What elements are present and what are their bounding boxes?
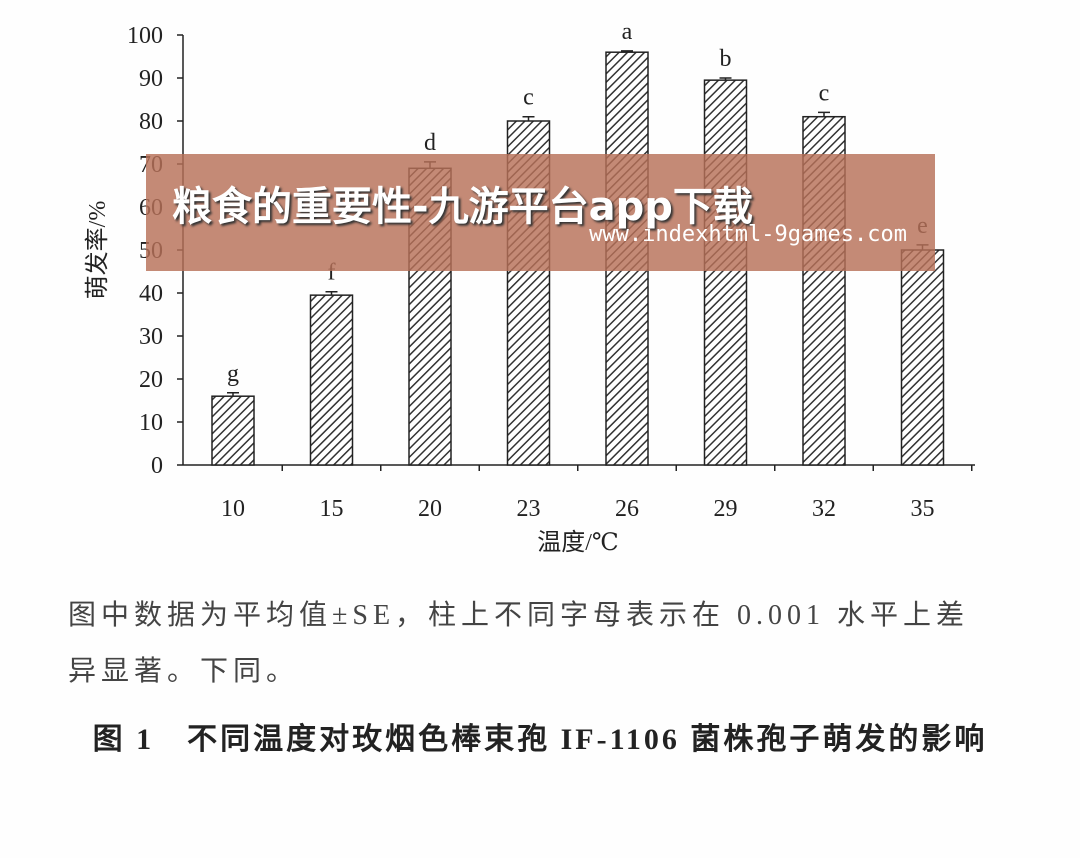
watermark-banner: 粮食的重要性-九游平台app下载 www.indexhtml-9games.co… xyxy=(146,154,935,271)
error-bar xyxy=(227,392,239,397)
y-tick-label: 10 xyxy=(139,410,163,436)
bar xyxy=(703,79,748,466)
x-tick-label: 23 xyxy=(517,496,541,522)
error-bar xyxy=(818,111,830,117)
x-axis-label: 温度/℃ xyxy=(537,529,619,556)
significance-letter: c xyxy=(523,85,534,111)
bar xyxy=(900,249,945,466)
y-tick-label: 40 xyxy=(139,281,163,307)
x-tick-label: 20 xyxy=(418,496,442,522)
y-tick-label: 20 xyxy=(139,367,163,393)
y-axis-label: 萌发率/% xyxy=(84,201,111,300)
y-tick-label: 30 xyxy=(139,324,163,350)
error-bar xyxy=(621,50,633,53)
error-bar xyxy=(522,115,535,121)
significance-letter: f xyxy=(328,260,336,286)
significance-letter: b xyxy=(720,46,732,72)
significance-letter: d xyxy=(424,130,436,156)
y-tick-label: 0 xyxy=(151,453,163,479)
bar xyxy=(211,395,255,466)
x-tick-label: 10 xyxy=(221,496,245,522)
y-tick-label: 100 xyxy=(127,23,163,49)
chart: 萌发率/% 温度/℃ 010203040506070809010010g15f2… xyxy=(84,19,975,556)
significance-letter: a xyxy=(622,19,633,45)
x-tick-label: 35 xyxy=(911,496,935,522)
figure-note: 图中数据为平均值±SE，柱上不同字母表示在 0.001 水平上差异显著。下同。 xyxy=(68,600,970,687)
error-bar xyxy=(719,77,732,81)
x-tick-label: 29 xyxy=(714,496,738,522)
error-bar xyxy=(325,290,338,296)
significance-letter: c xyxy=(819,80,830,106)
significance-letter: g xyxy=(227,361,239,387)
y-tick-label: 90 xyxy=(139,66,163,92)
bar xyxy=(309,294,354,466)
x-tick-label: 15 xyxy=(320,496,344,522)
watermark-title: 粮食的重要性-九游平台app下载 xyxy=(172,184,753,230)
x-tick-label: 32 xyxy=(812,496,836,522)
y-tick-label: 80 xyxy=(139,109,163,135)
figure-caption: 图 1 不同温度对玫烟色棒束孢 IF-1106 菌株孢子萌发的影响 xyxy=(92,723,988,756)
watermark-url: www.indexhtml-9games.com xyxy=(589,222,907,247)
x-tick-label: 26 xyxy=(615,496,639,522)
